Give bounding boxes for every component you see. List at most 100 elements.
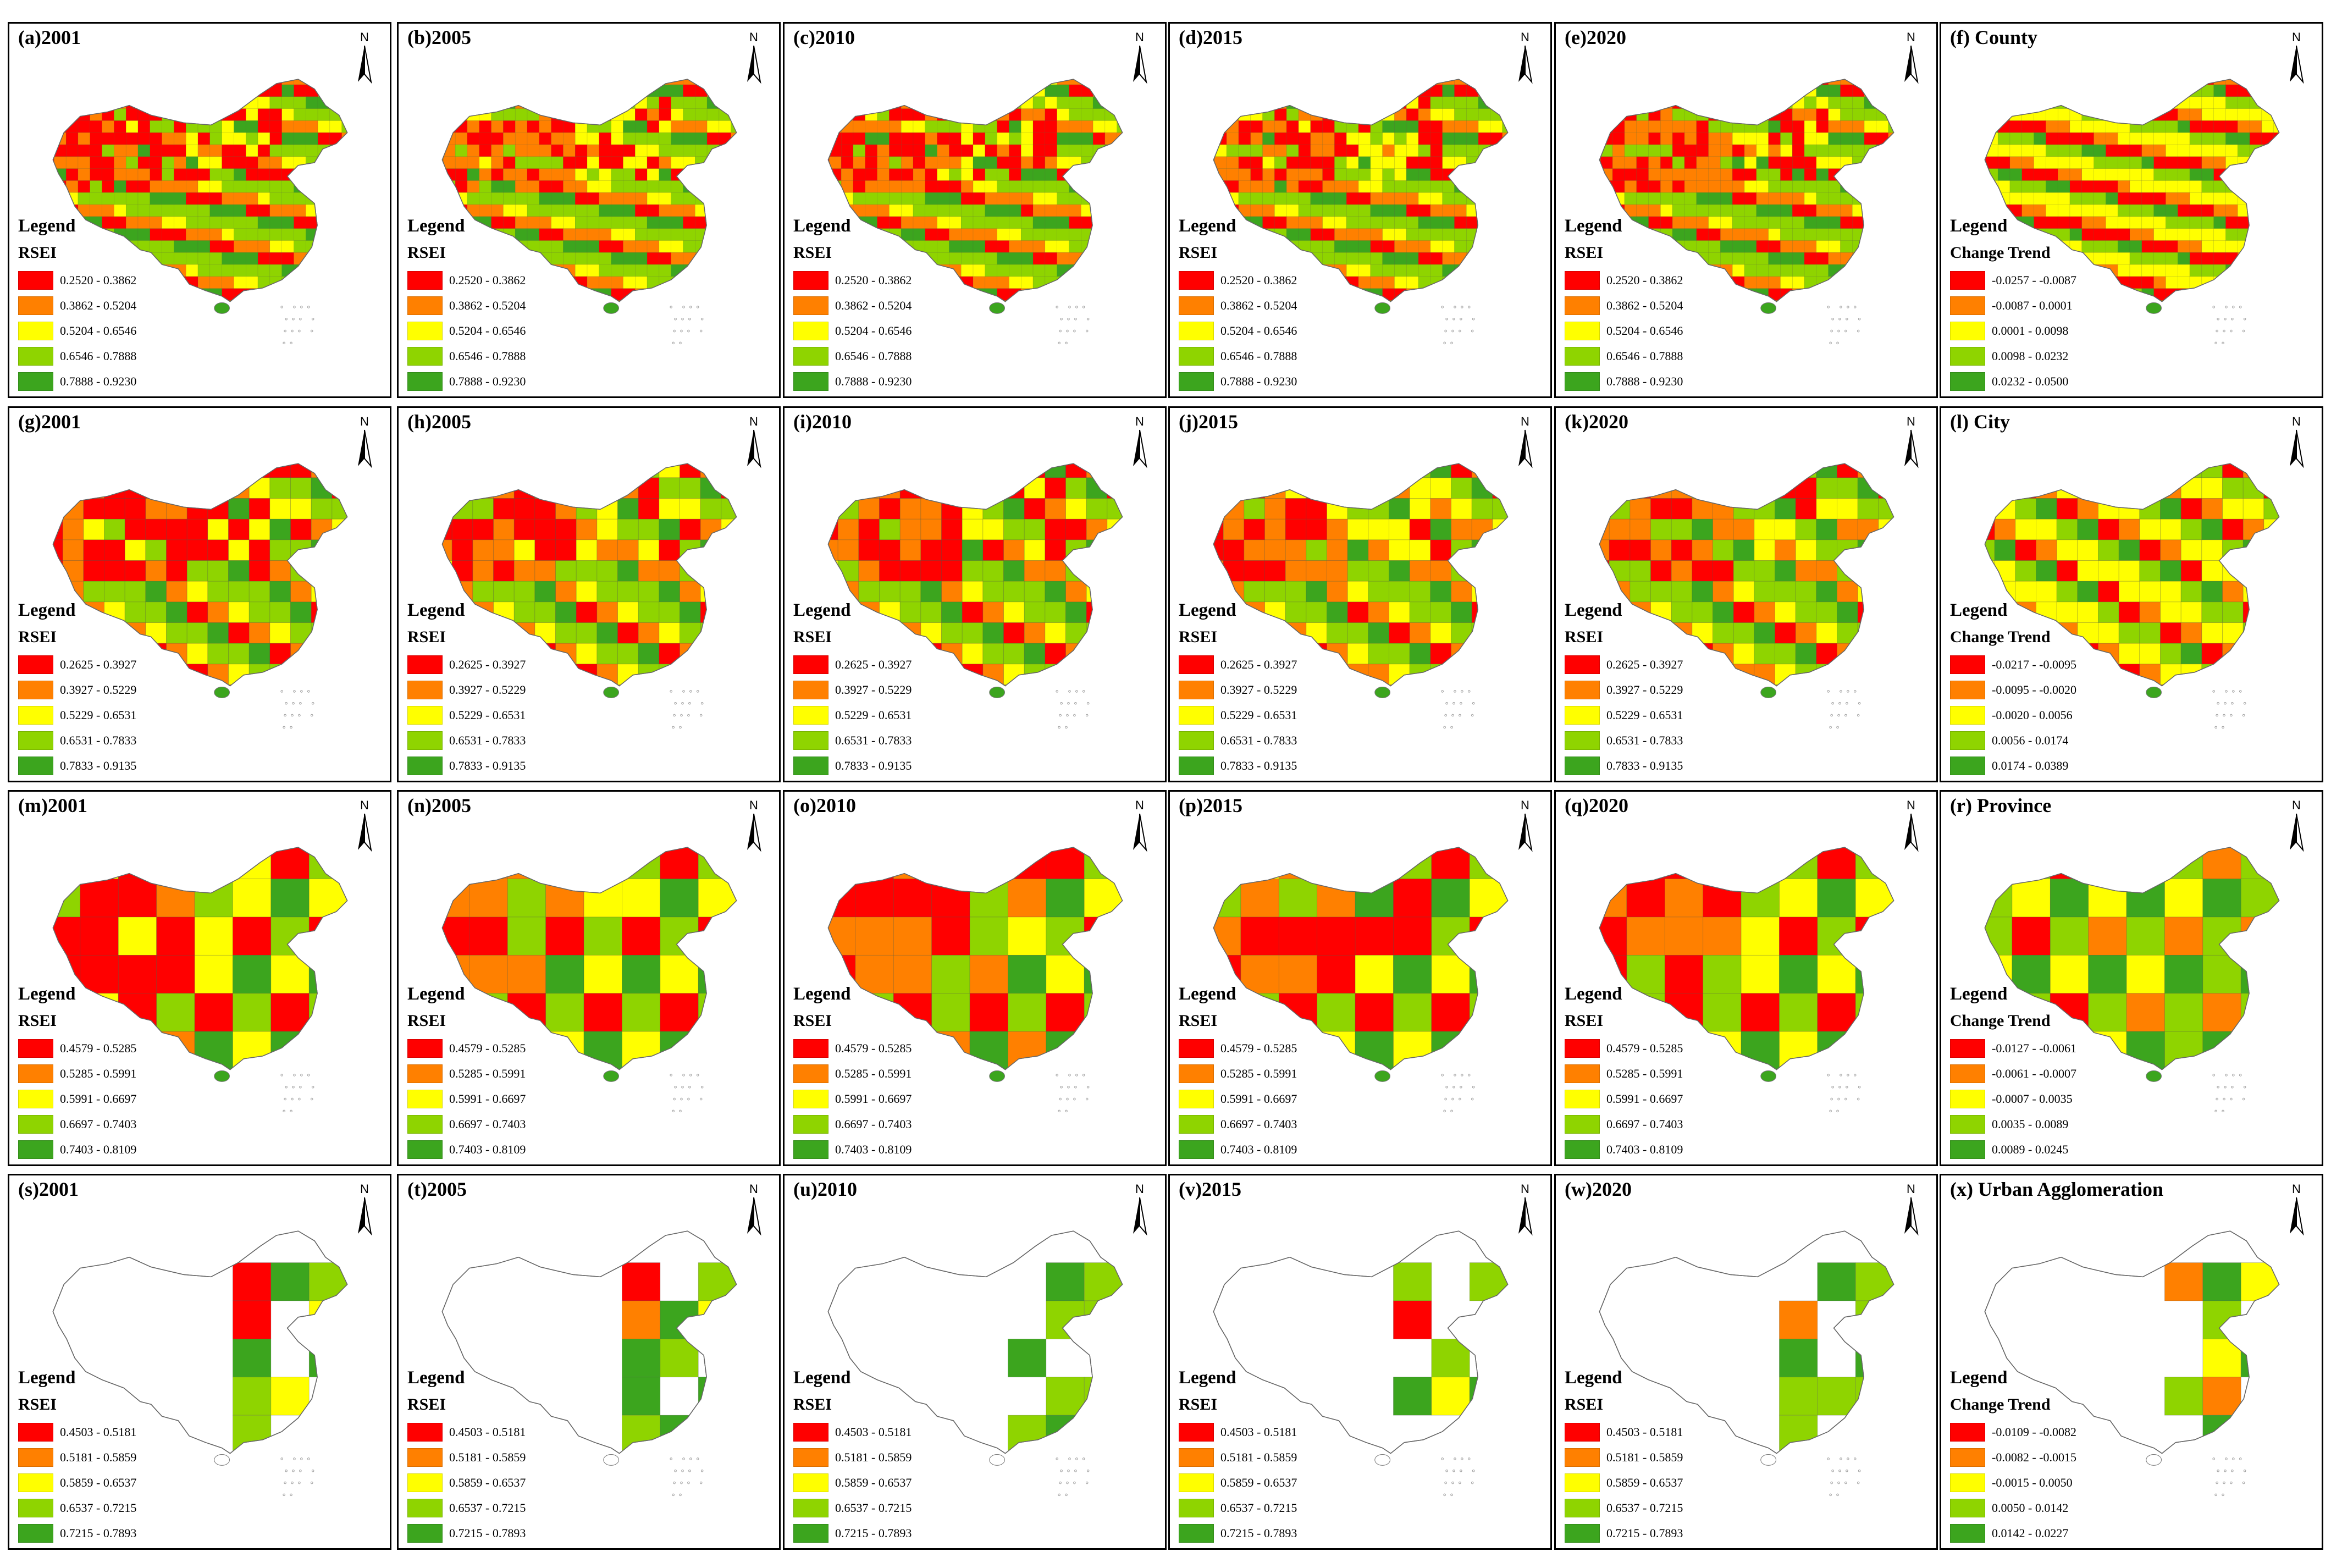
map-region xyxy=(1692,705,1713,726)
map-region xyxy=(1298,132,1311,145)
map-region xyxy=(443,120,456,133)
map-region xyxy=(2273,276,2279,289)
map-region xyxy=(78,204,90,217)
map-region xyxy=(2213,216,2226,229)
map-region xyxy=(949,168,962,181)
map-region xyxy=(1298,300,1311,302)
island-mark xyxy=(696,306,699,308)
map-region xyxy=(443,180,456,193)
map-region xyxy=(1792,79,1805,85)
panel-label: (b)2005 xyxy=(407,26,471,48)
map-region xyxy=(1816,539,1837,561)
map-region xyxy=(659,581,680,603)
map-region xyxy=(2249,192,2262,205)
map-region xyxy=(719,144,731,157)
map-region xyxy=(1442,204,1455,217)
map-region xyxy=(1713,581,1734,603)
map-region xyxy=(721,643,737,665)
map-region xyxy=(1057,288,1069,301)
map-region xyxy=(2249,276,2262,289)
map-region xyxy=(1502,120,1508,133)
map-region xyxy=(1672,132,1685,145)
map-region xyxy=(534,477,556,499)
map-region xyxy=(174,300,186,302)
map-region xyxy=(1514,540,1534,561)
map-region xyxy=(515,228,528,241)
map-region xyxy=(1660,120,1673,133)
map-region xyxy=(306,276,318,289)
map-region xyxy=(1322,228,1335,241)
map-region xyxy=(1409,601,1431,623)
map-region xyxy=(925,84,937,97)
map-region xyxy=(2094,276,2106,289)
map-region xyxy=(1795,498,1817,520)
map-region xyxy=(1878,622,1894,644)
map-region xyxy=(623,192,636,205)
map-region xyxy=(1754,643,1775,665)
map-region xyxy=(706,228,720,241)
map-region xyxy=(563,252,576,265)
map-region xyxy=(2178,156,2190,169)
map-region xyxy=(1852,108,1865,121)
map-region xyxy=(937,120,949,133)
map-region xyxy=(563,276,576,289)
map-region xyxy=(1864,264,1877,277)
map-region xyxy=(1852,192,1865,205)
map-region xyxy=(617,518,639,540)
map-region xyxy=(1117,96,1123,109)
map-region xyxy=(1490,228,1503,241)
map-region xyxy=(1045,108,1057,121)
map-region xyxy=(647,180,660,193)
map-region xyxy=(2141,228,2154,241)
map-region xyxy=(1792,276,1805,289)
map-region xyxy=(611,120,623,133)
map-region xyxy=(680,705,701,726)
map-region xyxy=(1389,498,1410,520)
map-region xyxy=(1780,264,1793,277)
map-region xyxy=(443,192,456,205)
map-region xyxy=(638,664,660,685)
map-region xyxy=(611,312,623,324)
map-region xyxy=(1612,120,1625,133)
map-region xyxy=(1792,216,1805,229)
map-region xyxy=(1347,622,1369,644)
map-region xyxy=(104,477,125,499)
map-region xyxy=(719,108,731,121)
map-panel: (f) County N Legend Change Trend -0.0257 - -… xyxy=(1940,22,2323,398)
map-region xyxy=(1451,664,1472,685)
legend-swatch xyxy=(1565,372,1600,391)
map-region xyxy=(2129,108,2142,121)
map-region xyxy=(1684,180,1697,193)
legend-range: 0.6531 - 0.7833 xyxy=(1220,733,1297,747)
map-region xyxy=(2034,120,2046,133)
map-region xyxy=(1032,300,1046,302)
map-region xyxy=(491,156,504,169)
map-region xyxy=(937,79,949,85)
map-region xyxy=(865,204,877,217)
island-mark xyxy=(1846,317,1848,321)
map-region xyxy=(186,180,198,193)
map-region xyxy=(174,168,186,181)
map-region xyxy=(877,168,890,181)
map-region xyxy=(1081,288,1093,301)
map-region xyxy=(721,498,737,520)
map-region xyxy=(1612,108,1625,121)
map-region xyxy=(913,276,925,289)
map-region xyxy=(1828,144,1841,157)
map-region xyxy=(186,312,198,324)
legend-range: 0.6531 - 0.7833 xyxy=(449,733,526,747)
map-region xyxy=(743,289,755,301)
map-region xyxy=(455,108,468,121)
map-region xyxy=(2153,120,2166,133)
map-region xyxy=(1768,96,1781,109)
map-region xyxy=(1322,132,1335,145)
map-region xyxy=(527,276,539,289)
map-region xyxy=(2057,84,2070,97)
legend-subtitle: RSEI xyxy=(793,244,832,262)
country-border xyxy=(1213,463,1509,687)
map-region xyxy=(2094,120,2106,133)
map-region xyxy=(1478,156,1491,169)
map-region xyxy=(647,96,660,109)
map-region xyxy=(623,312,635,324)
